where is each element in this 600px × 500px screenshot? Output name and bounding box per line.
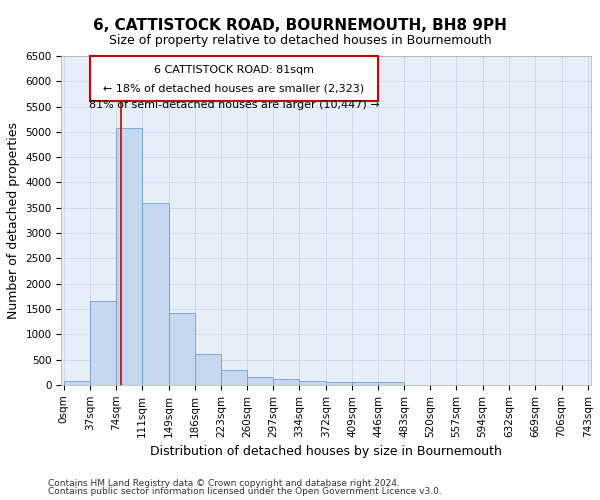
- Bar: [273, 380, 299, 385]
- Text: Contains HM Land Registry data © Crown copyright and database right 2024.: Contains HM Land Registry data © Crown c…: [48, 478, 400, 488]
- Bar: [352, 382, 378, 385]
- Bar: [195, 354, 221, 385]
- Text: 6, CATTISTOCK ROAD, BOURNEMOUTH, BH8 9PH: 6, CATTISTOCK ROAD, BOURNEMOUTH, BH8 9PH: [93, 18, 507, 32]
- Bar: [221, 370, 247, 385]
- Bar: [378, 382, 404, 385]
- Bar: [247, 378, 273, 385]
- Text: 81% of semi-detached houses are larger (10,447) →: 81% of semi-detached houses are larger (…: [89, 100, 379, 110]
- Bar: [90, 302, 116, 385]
- Text: Contains public sector information licensed under the Open Government Licence v3: Contains public sector information licen…: [48, 487, 442, 496]
- FancyBboxPatch shape: [89, 56, 378, 102]
- X-axis label: Distribution of detached houses by size in Bournemouth: Distribution of detached houses by size …: [151, 445, 502, 458]
- Bar: [299, 381, 326, 385]
- Bar: [169, 314, 194, 385]
- Bar: [326, 382, 352, 385]
- Bar: [64, 381, 89, 385]
- Text: ← 18% of detached houses are smaller (2,323): ← 18% of detached houses are smaller (2,…: [103, 84, 364, 94]
- Bar: [116, 128, 142, 385]
- Text: 6 CATTISTOCK ROAD: 81sqm: 6 CATTISTOCK ROAD: 81sqm: [154, 65, 314, 75]
- Y-axis label: Number of detached properties: Number of detached properties: [7, 122, 20, 319]
- Bar: [142, 203, 169, 385]
- Text: Size of property relative to detached houses in Bournemouth: Size of property relative to detached ho…: [109, 34, 491, 47]
